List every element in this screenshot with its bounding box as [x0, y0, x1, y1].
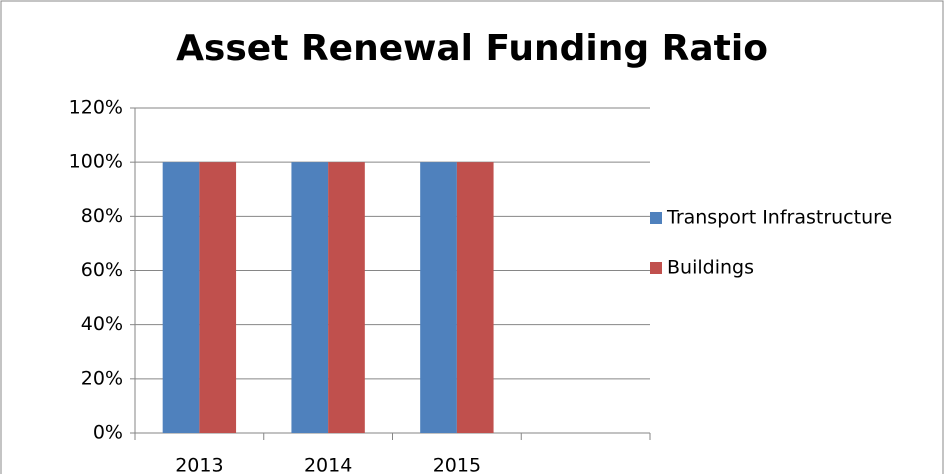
chart-title: Asset Renewal Funding Ratio — [176, 28, 768, 69]
y-tick-label: 80% — [81, 205, 123, 227]
y-tick-label: 0% — [93, 422, 123, 444]
x-tick-label: 2013 — [175, 455, 223, 474]
bar — [328, 162, 365, 433]
legend-swatch — [650, 212, 662, 224]
y-tick-label: 120% — [69, 97, 123, 119]
legend-swatch — [650, 262, 662, 274]
y-tick-label: 60% — [81, 259, 123, 281]
bar — [456, 162, 494, 433]
legend-label: Buildings — [667, 257, 754, 279]
y-tick-label: 100% — [69, 151, 123, 173]
bar — [291, 162, 329, 433]
x-tick-label: 2014 — [304, 455, 352, 474]
legend-label: Transport Infrastructure — [666, 207, 892, 229]
x-tick-label: 2015 — [433, 455, 481, 474]
bar — [420, 162, 457, 433]
bar — [199, 162, 237, 433]
bar — [162, 162, 200, 433]
y-tick-label: 40% — [81, 313, 123, 335]
y-tick-label: 20% — [81, 367, 123, 389]
